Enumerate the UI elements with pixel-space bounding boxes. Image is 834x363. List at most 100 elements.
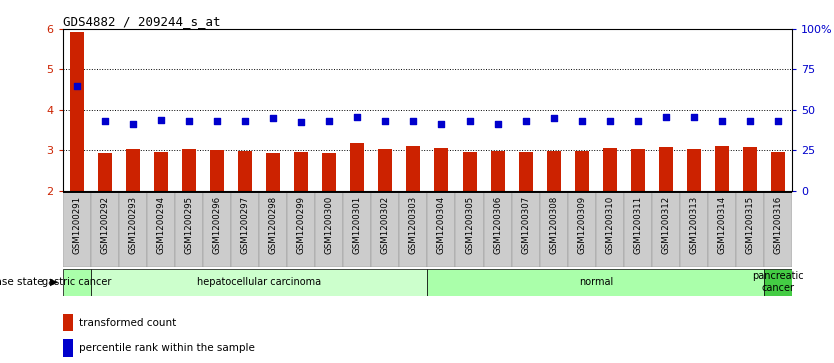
Text: GSM1200291: GSM1200291: [72, 196, 81, 254]
Point: [631, 118, 645, 124]
Point: [744, 118, 757, 124]
Point: [716, 118, 729, 124]
Text: GSM1200300: GSM1200300: [324, 196, 334, 254]
Bar: [231, 192, 259, 267]
Bar: [428, 192, 455, 267]
Bar: [259, 192, 287, 267]
Bar: [511, 192, 540, 267]
Bar: [91, 192, 118, 267]
Bar: [603, 148, 617, 191]
Bar: [631, 150, 645, 191]
Point: [435, 121, 448, 127]
Text: GSM1200295: GSM1200295: [184, 196, 193, 254]
Bar: [118, 192, 147, 267]
Bar: [153, 152, 168, 191]
Text: GSM1200298: GSM1200298: [269, 196, 278, 254]
Text: GSM1200303: GSM1200303: [409, 196, 418, 254]
Point: [407, 118, 420, 124]
Bar: [371, 192, 399, 267]
Text: GSM1200306: GSM1200306: [493, 196, 502, 254]
Text: GSM1200296: GSM1200296: [213, 196, 221, 254]
Bar: [743, 147, 757, 191]
Bar: [519, 152, 533, 191]
Bar: [98, 153, 112, 191]
Text: pancreatic
cancer: pancreatic cancer: [752, 272, 804, 293]
Bar: [715, 146, 729, 191]
Point: [379, 118, 392, 124]
Bar: [175, 192, 203, 267]
Bar: [91, 269, 427, 296]
Text: GSM1200301: GSM1200301: [353, 196, 362, 254]
Point: [154, 117, 168, 123]
Bar: [595, 192, 624, 267]
Text: GSM1200308: GSM1200308: [550, 196, 558, 254]
Text: GSM1200307: GSM1200307: [521, 196, 530, 254]
Bar: [435, 148, 449, 191]
Text: GSM1200293: GSM1200293: [128, 196, 138, 254]
Text: GSM1200315: GSM1200315: [746, 196, 755, 254]
Bar: [63, 192, 91, 267]
Text: GSM1200311: GSM1200311: [634, 196, 642, 254]
Bar: [708, 192, 736, 267]
Bar: [399, 192, 427, 267]
Bar: [344, 192, 371, 267]
Bar: [736, 192, 764, 267]
Point: [463, 118, 476, 124]
Bar: [63, 314, 73, 331]
Bar: [182, 150, 196, 191]
Bar: [350, 143, 364, 191]
Bar: [764, 269, 792, 296]
Bar: [568, 192, 595, 267]
Bar: [203, 192, 231, 267]
Text: percentile rank within the sample: percentile rank within the sample: [79, 343, 255, 353]
Text: GSM1200294: GSM1200294: [156, 196, 165, 254]
Point: [294, 119, 308, 125]
Bar: [294, 152, 308, 191]
Bar: [575, 151, 589, 191]
Bar: [540, 192, 568, 267]
Bar: [659, 147, 673, 191]
Bar: [147, 192, 175, 267]
Point: [70, 83, 83, 89]
Point: [519, 118, 532, 124]
Bar: [687, 150, 701, 191]
Point: [603, 118, 616, 124]
Bar: [490, 151, 505, 191]
Point: [239, 118, 252, 124]
Text: transformed count: transformed count: [79, 318, 177, 327]
Bar: [624, 192, 652, 267]
Bar: [287, 192, 315, 267]
Bar: [463, 152, 476, 191]
Text: GSM1200302: GSM1200302: [381, 196, 389, 254]
Text: disease state  ▶: disease state ▶: [0, 277, 58, 287]
Point: [266, 115, 279, 121]
Text: GSM1200305: GSM1200305: [465, 196, 474, 254]
Bar: [652, 192, 680, 267]
Point: [98, 118, 111, 124]
Text: GSM1200313: GSM1200313: [690, 196, 699, 254]
Text: GSM1200314: GSM1200314: [717, 196, 726, 254]
Bar: [379, 150, 392, 191]
Point: [350, 114, 364, 120]
Bar: [406, 146, 420, 191]
Bar: [428, 269, 764, 296]
Text: GSM1200299: GSM1200299: [297, 196, 305, 254]
Point: [126, 121, 139, 127]
Text: GSM1200310: GSM1200310: [605, 196, 615, 254]
Text: GSM1200297: GSM1200297: [240, 196, 249, 254]
Text: GSM1200292: GSM1200292: [100, 196, 109, 254]
Point: [771, 118, 785, 124]
Point: [323, 118, 336, 124]
Text: hepatocellular carcinoma: hepatocellular carcinoma: [197, 277, 321, 287]
Bar: [126, 150, 140, 191]
Bar: [315, 192, 344, 267]
Bar: [322, 153, 336, 191]
Point: [575, 118, 589, 124]
Bar: [680, 192, 708, 267]
Text: GSM1200316: GSM1200316: [774, 196, 783, 254]
Bar: [547, 151, 560, 191]
Bar: [771, 152, 786, 191]
Point: [660, 114, 673, 120]
Text: GSM1200309: GSM1200309: [577, 196, 586, 254]
Point: [210, 118, 224, 124]
